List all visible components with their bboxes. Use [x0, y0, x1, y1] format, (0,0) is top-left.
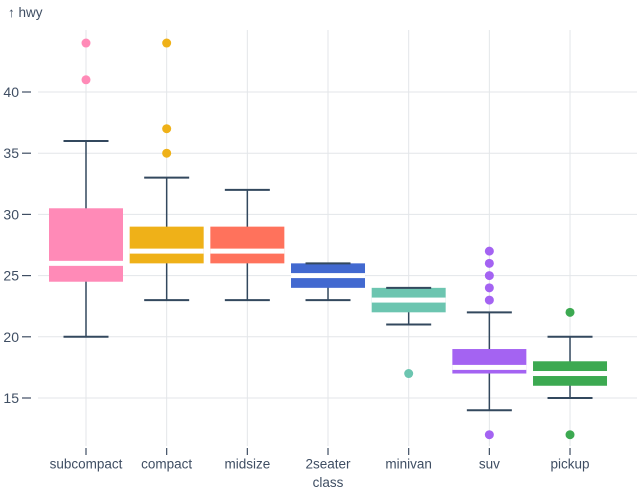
median-line	[210, 248, 285, 254]
median-line	[129, 248, 204, 254]
x-tick-label: subcompact	[50, 457, 123, 472]
box-layer	[49, 38, 608, 440]
outlier-dot	[162, 124, 172, 134]
outlier-dot	[484, 283, 494, 293]
box-group-minivan	[371, 286, 446, 379]
x-axis-title: class	[313, 475, 344, 490]
y-axis-title: ↑ hwy	[8, 5, 43, 20]
box	[210, 226, 285, 264]
box-group-midsize	[210, 188, 285, 302]
x-tick-label: suv	[479, 457, 500, 472]
x-tick-label: 2seater	[305, 457, 351, 472]
outlier-dot	[484, 430, 494, 440]
box-group-compact	[129, 38, 204, 302]
outlier-dot	[484, 258, 494, 268]
outlier-dot	[565, 307, 575, 317]
box	[49, 208, 123, 282]
outlier-dot	[484, 246, 494, 256]
outlier-dot	[404, 369, 414, 379]
y-tick-label: 35	[3, 145, 19, 161]
outlier-dot	[162, 148, 172, 158]
y-tick-label: 30	[3, 206, 19, 222]
y-tick-label: 25	[3, 268, 19, 284]
y-tick-label: 40	[3, 84, 19, 100]
x-tick-label: pickup	[551, 457, 590, 472]
x-tick-label: midsize	[224, 457, 270, 472]
outlier-dot	[81, 75, 91, 85]
outlier-dot	[484, 271, 494, 281]
median-line	[371, 297, 446, 303]
box-group-2seater	[291, 262, 366, 302]
outlier-dot	[162, 38, 172, 48]
outlier-dot	[565, 430, 575, 440]
y-tick-label: 20	[3, 329, 19, 345]
outlier-dot	[81, 38, 91, 48]
median-line	[452, 364, 527, 370]
box-group-pickup	[533, 307, 608, 440]
x-tick-label: compact	[141, 457, 192, 472]
y-tick-label: 15	[3, 390, 19, 406]
box-group-suv	[452, 246, 527, 440]
median-line	[291, 273, 366, 279]
box	[129, 226, 204, 264]
median-line	[49, 260, 123, 266]
box-group-subcompact	[49, 38, 123, 338]
outlier-dot	[484, 295, 494, 305]
x-axis: subcompact compact midsize 2seater minivan su…	[50, 448, 590, 472]
median-line	[533, 371, 608, 377]
x-tick-label: minivan	[385, 457, 432, 472]
